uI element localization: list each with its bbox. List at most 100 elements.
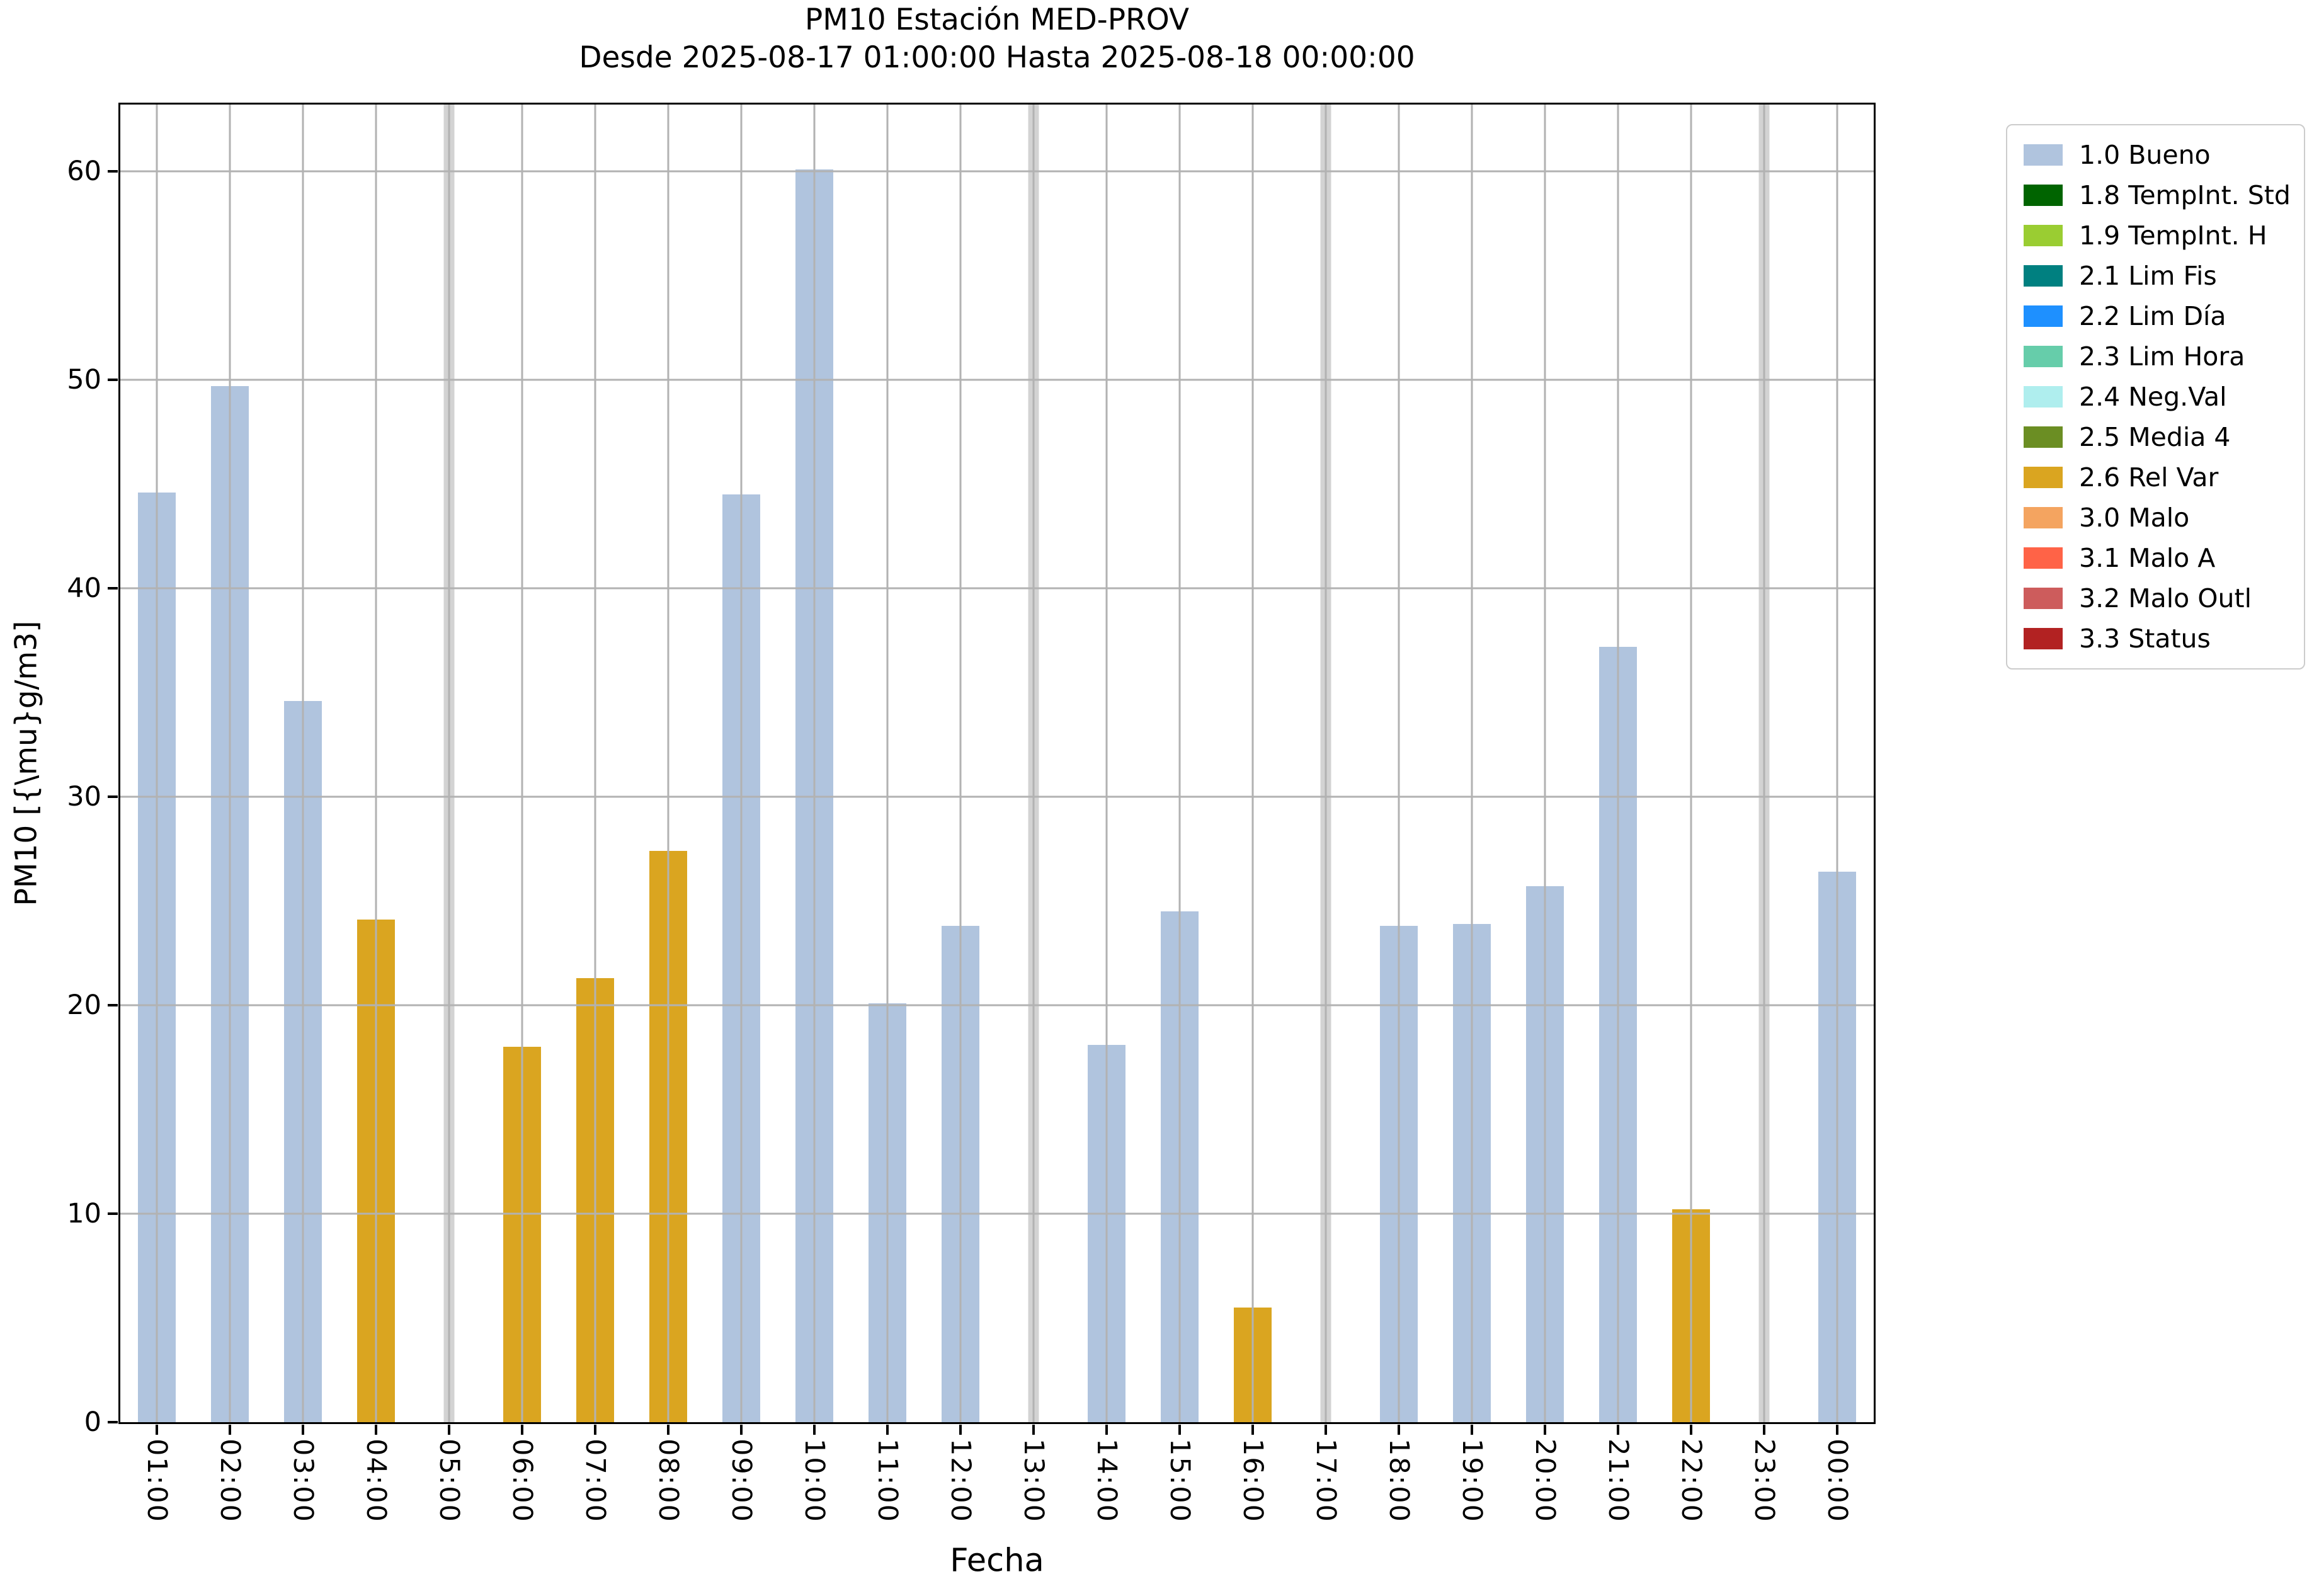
x-tick-label: 08:00 [652,1439,684,1523]
x-tick-mark [448,1425,450,1435]
x-tick-mark [594,1425,596,1435]
gridline-vertical [740,105,743,1422]
x-tick-label: 17:00 [1310,1439,1342,1523]
y-tick-label: 30 [67,780,101,812]
x-axis-title: Fecha [950,1542,1044,1580]
x-tick-label: 13:00 [1018,1439,1049,1523]
x-tick-mark [229,1425,231,1435]
gridline-vertical [229,105,231,1422]
x-tick-label: 05:00 [433,1439,465,1523]
legend-swatch [2024,386,2063,408]
x-tick-label: 18:00 [1383,1439,1415,1523]
x-tick-mark [813,1425,816,1435]
y-tick-mark [108,1003,118,1006]
legend-item: 1.8 TempInt. Std [2024,180,2291,211]
x-tick-label: 20:00 [1529,1439,1561,1523]
y-tick-mark [108,795,118,798]
gridline-vertical [1032,105,1035,1422]
gridline-vertical [1690,105,1692,1422]
legend-box: 1.0 Bueno 1.8 TempInt. Std 1.9 TempInt. H 2… [2006,124,2305,670]
x-tick-mark [1032,1425,1035,1435]
gridline-vertical [1105,105,1108,1422]
y-tick-label: 40 [67,572,101,604]
y-axis-title: PM10 [{\mu}g/m3] [9,620,44,906]
gridline-vertical [1836,105,1838,1422]
gridline-horizontal [120,379,1874,381]
y-tick-label: 60 [67,155,101,187]
legend-label: 1.0 Bueno [2079,140,2211,170]
x-tick-label: 16:00 [1237,1439,1268,1523]
legend-label: 2.4 Neg.Val [2079,382,2227,412]
legend-swatch [2024,144,2063,166]
x-tick-mark [156,1425,158,1435]
y-tick-mark [108,1212,118,1215]
legend-label: 2.1 Lim Fis [2079,261,2217,291]
x-tick-mark [1544,1425,1546,1435]
legend-swatch [2024,185,2063,206]
x-tick-mark [1471,1425,1473,1435]
y-tick-mark [108,378,118,381]
legend-swatch [2024,628,2063,649]
legend-label: 2.5 Media 4 [2079,422,2231,452]
legend-item: 2.5 Media 4 [2024,421,2288,453]
gridline-vertical [1325,105,1327,1422]
x-tick-label: 12:00 [945,1439,976,1523]
gridline-vertical [156,105,158,1422]
legend-item: 3.1 Malo A [2024,542,2288,574]
x-tick-label: 04:00 [360,1439,392,1523]
gridline-horizontal [120,587,1874,590]
plot-area: 0 10 20 30 40 50 60 01:00 02:00 03:00 04:00 05:00 06… [67,103,1876,1523]
chart-subtitle: Desde 2025-08-17 01:00:00 Hasta 2025-08-… [579,40,1415,75]
legend-item: 2.2 Lim Día [2024,300,2288,332]
gridline-vertical [1178,105,1181,1422]
gridline-vertical [959,105,962,1422]
x-tick-label: 00:00 [1821,1439,1853,1523]
x-tick-mark [1325,1425,1327,1435]
gridline-vertical [813,105,816,1422]
legend-swatch [2024,225,2063,246]
gridline-vertical [1251,105,1254,1422]
gridline-horizontal [120,1004,1874,1006]
gridline-vertical [1471,105,1473,1422]
legend-item: 1.9 TempInt. H [2024,220,2288,251]
y-tick-label: 0 [84,1406,101,1438]
x-tick-label: 03:00 [287,1439,319,1523]
gridline-vertical [1763,105,1765,1422]
y-tick-mark [108,586,118,590]
legend-item: 2.4 Neg.Val [2024,381,2288,413]
x-tick-label: 14:00 [1091,1439,1122,1523]
legend-item: 3.3 Status [2024,623,2288,654]
legend-label: 2.6 Rel Var [2079,462,2219,493]
gridline-horizontal [120,170,1874,173]
gridline-vertical [667,105,669,1422]
x-tick-mark [1617,1425,1619,1435]
x-tick-mark [302,1425,304,1435]
legend-swatch [2024,305,2063,327]
chart-title: PM10 Estación MED-PROV [804,3,1190,37]
x-tick-label: 21:00 [1602,1439,1634,1523]
x-tick-label: 22:00 [1675,1439,1707,1523]
x-tick-label: 15:00 [1164,1439,1195,1523]
x-tick-label: 09:00 [726,1439,757,1523]
x-tick-mark [1690,1425,1692,1435]
x-tick-mark [1836,1425,1838,1435]
y-tick-label: 50 [67,363,101,396]
x-tick-mark [1763,1425,1765,1435]
legend-swatch [2024,265,2063,287]
legend-label: 3.2 Malo Outl [2079,583,2252,613]
x-tick-mark [959,1425,962,1435]
x-tick-mark [1398,1425,1400,1435]
legend-label: 3.3 Status [2079,624,2211,654]
legend-item: 2.1 Lim Fis [2024,260,2288,292]
gridline-vertical [375,105,377,1422]
x-tick-label: 10:00 [799,1439,830,1523]
gridline-vertical [886,105,889,1422]
gridline-vertical [1617,105,1619,1422]
legend-item: 2.3 Lim Hora [2024,341,2288,372]
x-tick-label: 02:00 [214,1439,246,1523]
x-tick-mark [667,1425,669,1435]
x-tick-label: 11:00 [872,1439,903,1523]
x-tick-mark [886,1425,889,1435]
x-tick-label: 19:00 [1456,1439,1488,1523]
x-tick-mark [521,1425,523,1435]
